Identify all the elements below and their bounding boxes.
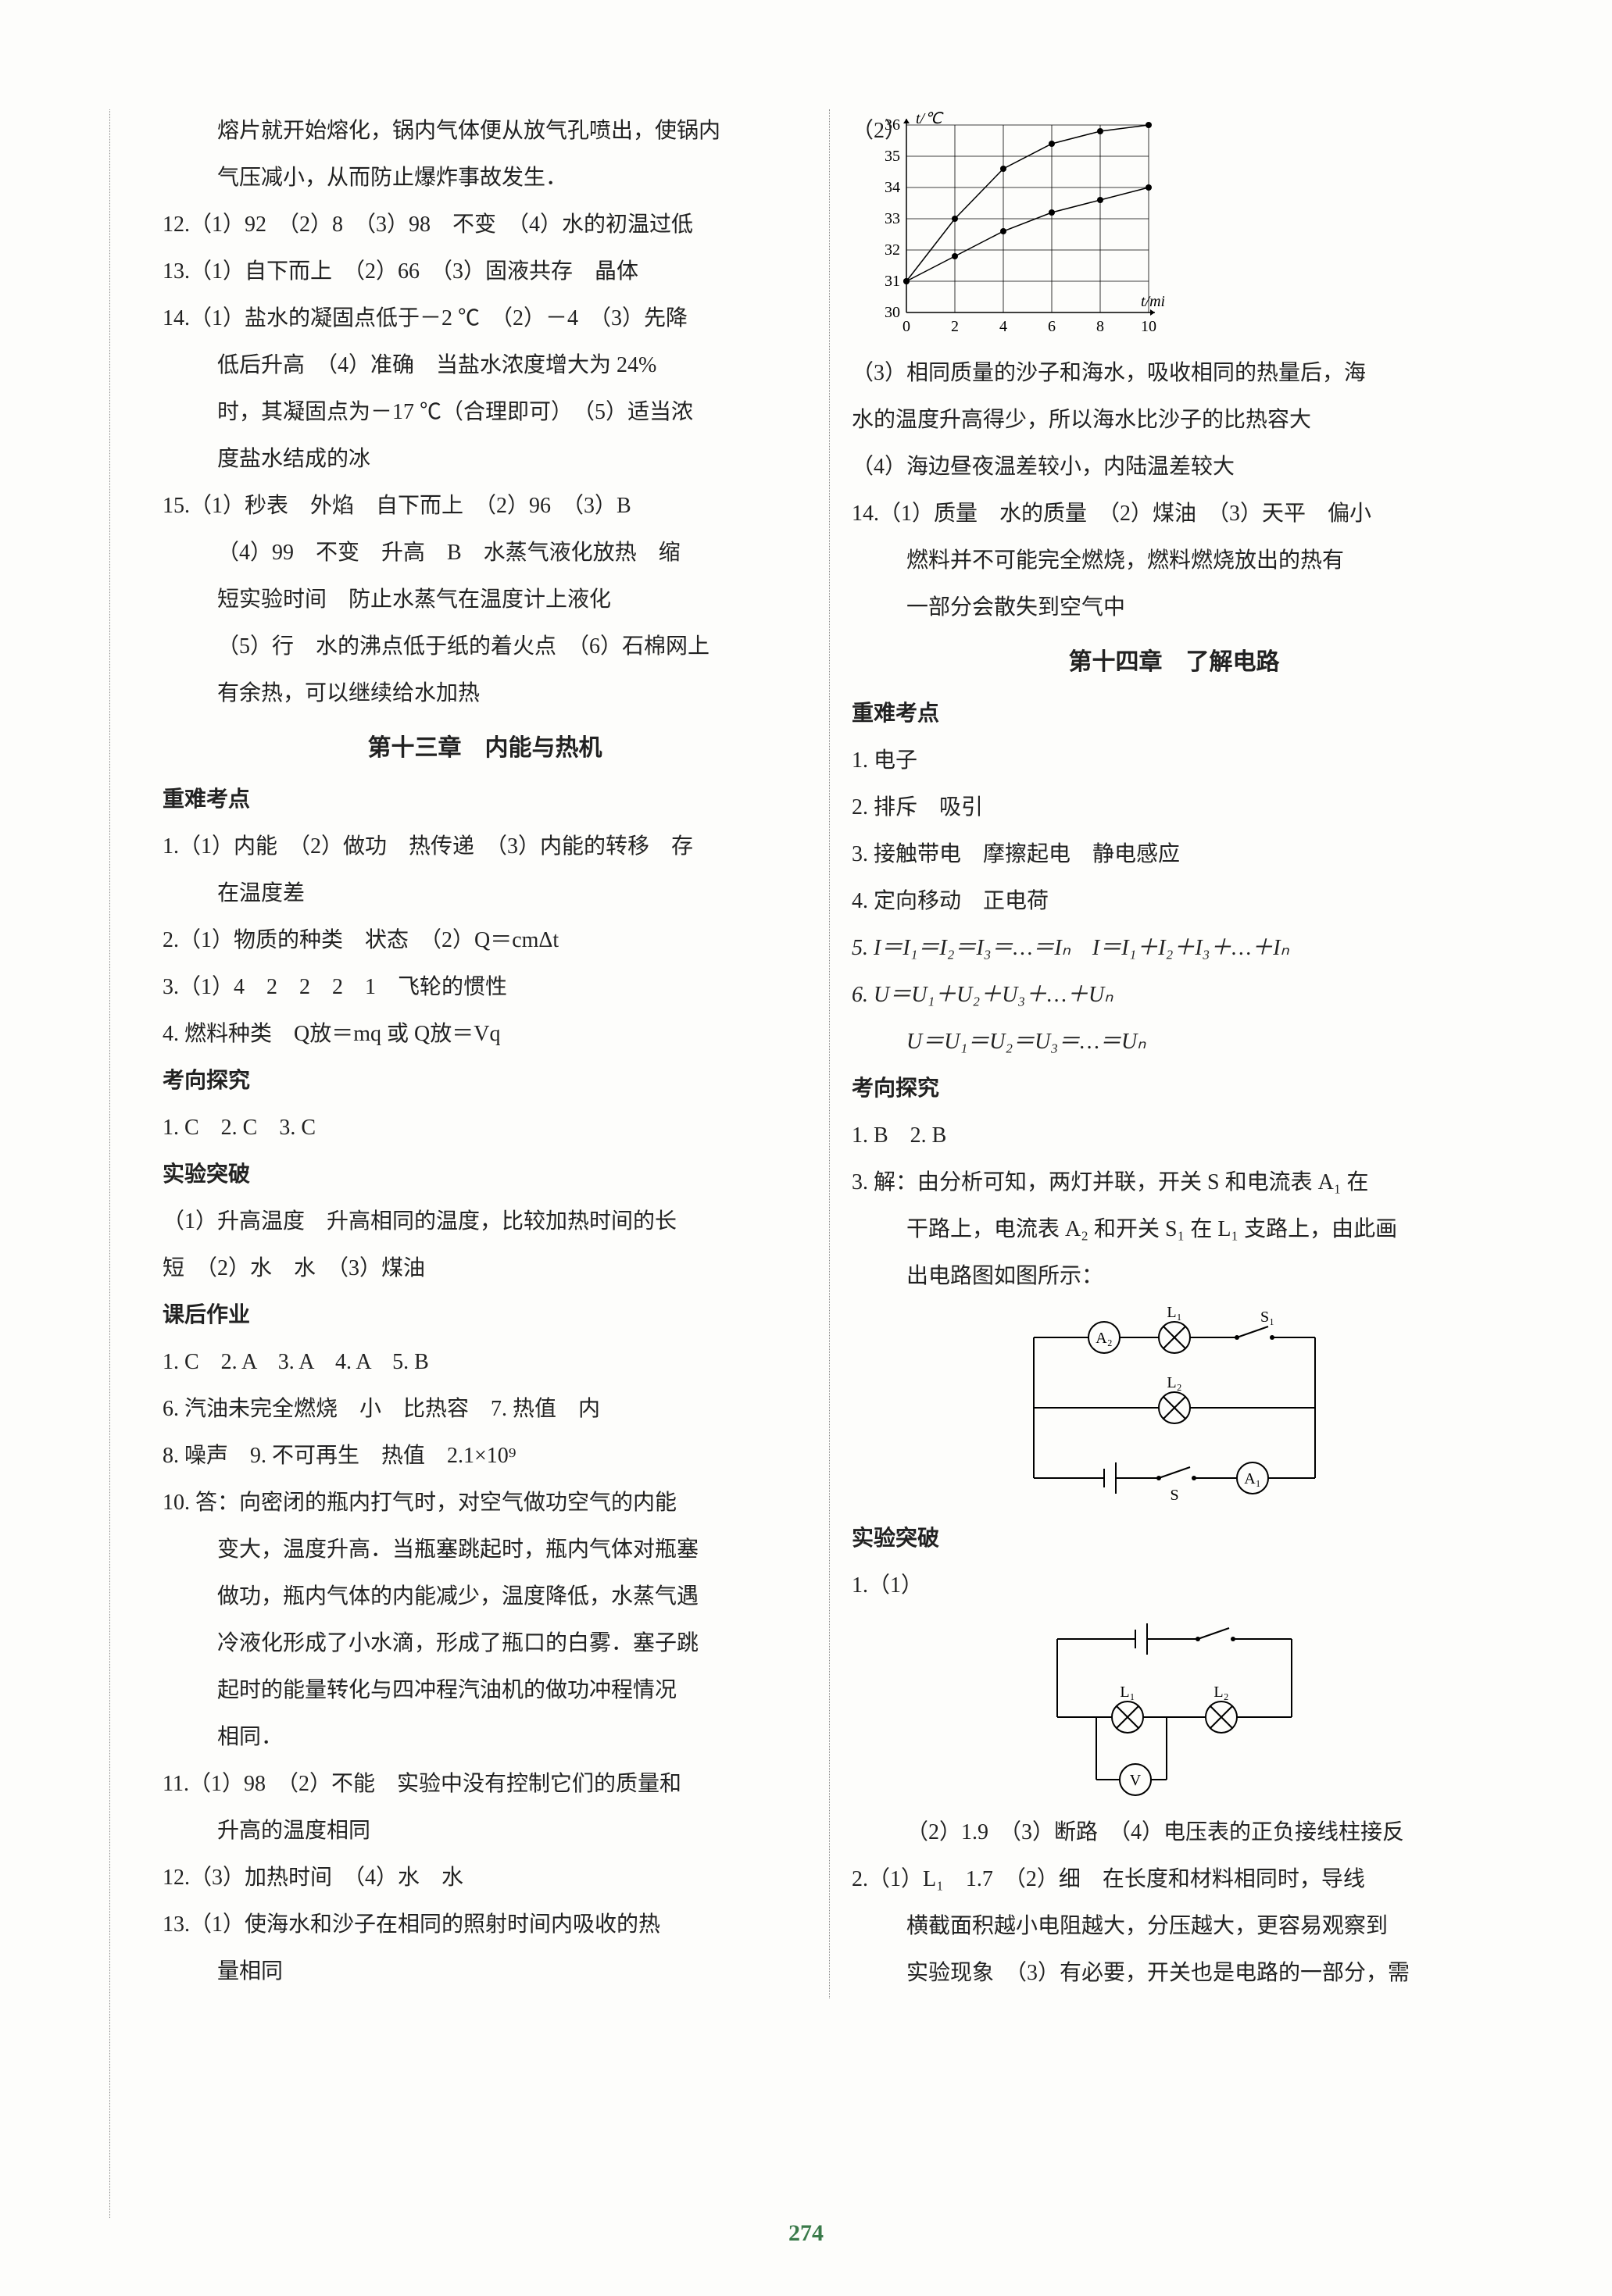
svg-text:4: 4 — [999, 318, 1007, 335]
svg-text:6: 6 — [1048, 318, 1056, 335]
svg-text:8: 8 — [1096, 318, 1104, 335]
sub-heading: 考向探究 — [852, 1067, 1496, 1111]
text-line: 1. C 2. C 3. C — [163, 1106, 807, 1150]
svg-text:31: 31 — [885, 273, 900, 290]
text-line: （3）相同质量的沙子和海水，吸收相同的热量后，海 — [852, 352, 1496, 395]
svg-text:33: 33 — [885, 210, 900, 227]
sub-heading: 实验突破 — [163, 1153, 807, 1197]
text-line: 14.（1）盐水的凝固点低于－2 ℃ （2）－4 （3）先降 — [163, 297, 807, 341]
text-line: 1.（1）内能 （2）做功 热传递 （3）内能的转移 存 — [163, 825, 807, 869]
text-line: 冷液化形成了小水滴，形成了瓶口的白雾．塞子跳 — [163, 1622, 807, 1666]
svg-text:32: 32 — [885, 241, 900, 259]
text-line: 12.（3）加热时间 （4）水 水 — [163, 1856, 807, 1900]
text-line: 起时的能量转化与四冲程汽油机的做功冲程情况 — [163, 1669, 807, 1712]
text-line: 2. 排斥 吸引 — [852, 786, 1496, 830]
text-line: 5. I＝I₁＝I₂＝I₃＝…＝Iₙ I＝I₁＋I₂＋I₃＋…＋Iₙ — [852, 927, 1496, 970]
circuit-diagram-2: L₁ L₂ V — [1026, 1616, 1323, 1803]
sub-heading: 重难考点 — [852, 692, 1496, 736]
text-line: 6. 汽油未完全燃烧 小 比热容 7. 热值 内 — [163, 1387, 807, 1431]
text-line: 升高的温度相同 — [163, 1809, 807, 1853]
svg-text:S: S — [1170, 1487, 1178, 1504]
svg-text:L₁: L₁ — [1167, 1306, 1181, 1321]
text-line: 14.（1）质量 水的质量 （2）煤油 （3）天平 偏小 — [852, 492, 1496, 536]
text-line: 有余热，可以继续给水加热 — [163, 672, 807, 716]
svg-text:t/min: t/min — [1141, 293, 1164, 310]
text-line: 1.（1） — [852, 1564, 1496, 1608]
svg-text:0: 0 — [903, 318, 910, 335]
page-number: 274 — [788, 2210, 824, 2257]
text-line: （4）海边昼夜温差较小，内陆温差较大 — [852, 445, 1496, 489]
svg-text:10: 10 — [1141, 318, 1156, 335]
section-heading: 第十三章 内能与热机 — [163, 725, 807, 772]
chart-index-label: （2） — [852, 109, 906, 153]
text-line: 一部分会散失到空气中 — [852, 586, 1496, 630]
text-line: 3. 接触带电 摩擦起电 静电感应 — [852, 833, 1496, 877]
text-line: 1. 电子 — [852, 739, 1496, 783]
text-line: （4）99 不变 升高 B 水蒸气液化放热 缩 — [163, 531, 807, 575]
text-line: 横截面积越小电阻越大，分压越大，更容易观察到 — [852, 1905, 1496, 1948]
text-line: 在温度差 — [163, 872, 807, 916]
text-line: 做功，瓶内气体的内能减少，温度降低，水蒸气遇 — [163, 1575, 807, 1619]
text-line: （1）升高温度 升高相同的温度，比较加热时间的长 — [163, 1200, 807, 1244]
text-line: 1. B 2. B — [852, 1114, 1496, 1158]
page-container: 熔片就开始熔化，锅内气体便从放气孔喷出，使锅内 气压减小，从而防止爆炸事故发生．… — [0, 0, 1612, 2061]
text-line: 熔片就开始熔化，锅内气体便从放气孔喷出，使锅内 — [163, 109, 807, 153]
text-line: 2.（1）L₁ 1.7 （2）细 在长度和材料相同时，导线 — [852, 1858, 1496, 1901]
svg-text:L₂: L₂ — [1213, 1684, 1228, 1701]
svg-text:L₁: L₁ — [1120, 1684, 1135, 1701]
text-line: 干路上，电流表 A₂ 和开关 S₁ 在 L₁ 支路上，由此画 — [852, 1208, 1496, 1252]
sub-heading: 重难考点 — [163, 778, 807, 822]
text-line: 变大，温度升高．当瓶塞跳起时，瓶内气体对瓶塞 — [163, 1528, 807, 1572]
text-line: 11.（1）98 （2）不能 实验中没有控制它们的质量和 — [163, 1762, 807, 1806]
svg-text:30: 30 — [885, 304, 900, 321]
text-line: U＝U₁＝U₂＝U₃＝…＝Uₙ — [852, 1020, 1496, 1064]
text-line: 短 （2）水 水 （3）煤油 — [163, 1247, 807, 1291]
text-line: 短实验时间 防止水蒸气在温度计上液化 — [163, 578, 807, 622]
text-line: 出电路图如图所示： — [852, 1255, 1496, 1298]
text-line: 4. 定向移动 正电荷 — [852, 880, 1496, 923]
sub-heading: 实验突破 — [852, 1517, 1496, 1561]
chart-block: （2） 303132333435360246810t/℃t/min — [852, 109, 1496, 344]
text-line: 低后升高 （4）准确 当盐水浓度增大为 24% — [163, 344, 807, 387]
svg-text:S₁: S₁ — [1260, 1309, 1274, 1326]
svg-text:34: 34 — [885, 179, 900, 196]
text-line: （2）1.9 （3）断路 （4）电压表的正负接线柱接反 — [852, 1811, 1496, 1855]
text-line: 1. C 2. A 3. A 4. A 5. B — [163, 1341, 807, 1384]
text-line: 度盐水结成的冰 — [163, 437, 807, 481]
circuit-diagram-1: A₂ L₁ S₁ L₂ S A₁ — [1003, 1306, 1346, 1509]
text-line: 量相同 — [163, 1950, 807, 1994]
svg-text:V: V — [1129, 1772, 1141, 1789]
text-line: 4. 燃料种类 Q放＝mq 或 Q放＝Vq — [163, 1012, 807, 1056]
svg-text:2: 2 — [951, 318, 959, 335]
text-line: 6. U＝U₁＋U₂＋U₃＋…＋Uₙ — [852, 973, 1496, 1017]
svg-text:A₂: A₂ — [1096, 1330, 1112, 1347]
text-line: 3. 解：由分析可知，两灯并联，开关 S 和电流表 A₁ 在 — [852, 1161, 1496, 1205]
text-line: 3.（1）4 2 2 2 1 飞轮的惯性 — [163, 966, 807, 1009]
text-line: 相同． — [163, 1716, 807, 1759]
text-line: 气压减小，从而防止爆炸事故发生． — [163, 156, 807, 200]
text-line: 8. 噪声 9. 不可再生 热值 2.1×10⁹ — [163, 1434, 807, 1478]
text-line: 13.（1）自下而上 （2）66 （3）固液共存 晶体 — [163, 250, 807, 294]
svg-text:L₂: L₂ — [1167, 1374, 1181, 1391]
text-line: 水的温度升高得少，所以海水比沙子的比热容大 — [852, 398, 1496, 442]
right-column: （2） 303132333435360246810t/℃t/min （3）相同质… — [830, 109, 1518, 1998]
text-line: 12.（1）92 （2）8 （3）98 不变 （4）水的初温过低 — [163, 203, 807, 247]
line-chart: 303132333435360246810t/℃t/min — [867, 109, 1164, 344]
text-line: 2.（1）物质的种类 状态 （2）Q＝cmΔt — [163, 919, 807, 962]
text-line: 10. 答：向密闭的瓶内打气时，对空气做功空气的内能 — [163, 1481, 807, 1525]
svg-text:t/℃: t/℃ — [916, 110, 944, 127]
left-margin-divider — [109, 109, 110, 2218]
text-line: （5）行 水的沸点低于纸的着火点 （6）石棉网上 — [163, 625, 807, 669]
left-column: 熔片就开始熔化，锅内气体便从放气孔喷出，使锅内 气压减小，从而防止爆炸事故发生．… — [141, 109, 830, 1998]
sub-heading: 课后作业 — [163, 1294, 807, 1337]
text-line: 13.（1）使海水和沙子在相同的照射时间内吸收的热 — [163, 1903, 807, 1947]
text-line: 实验现象 （3）有必要，开关也是电路的一部分，需 — [852, 1951, 1496, 1995]
text-line: 15.（1）秒表 外焰 自下而上 （2）96 （3）B — [163, 484, 807, 528]
text-line: 时，其凝固点为－17 ℃（合理即可） （5）适当浓 — [163, 391, 807, 434]
section-heading: 第十四章 了解电路 — [852, 639, 1496, 686]
svg-text:A₁: A₁ — [1244, 1470, 1260, 1487]
text-line: 燃料并不可能完全燃烧，燃料燃烧放出的热有 — [852, 539, 1496, 583]
sub-heading: 考向探究 — [163, 1059, 807, 1103]
